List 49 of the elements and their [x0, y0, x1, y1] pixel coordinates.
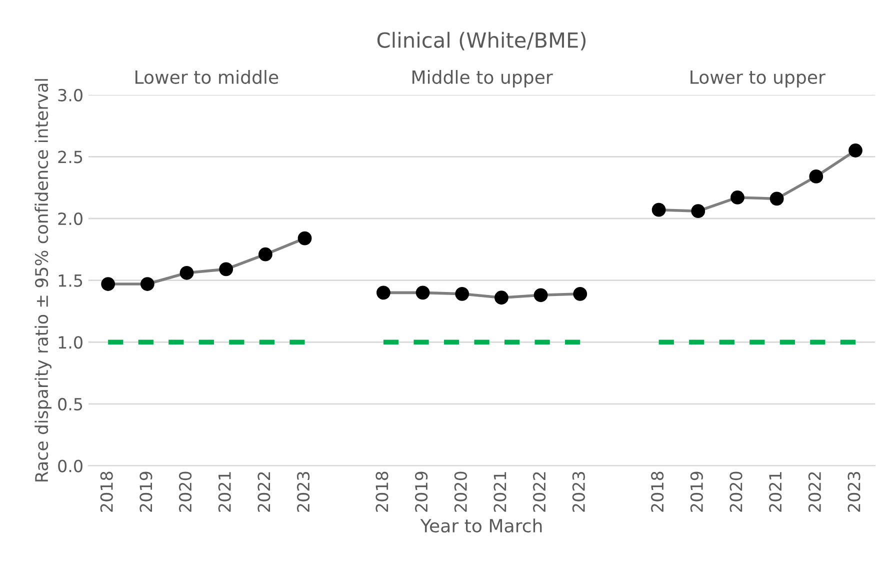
y-tick-label: 2.5	[58, 150, 82, 164]
x-tick-label: 2021	[218, 472, 231, 512]
point	[298, 231, 312, 246]
point	[848, 144, 862, 158]
point	[258, 247, 272, 262]
x-tick-label: 2018	[651, 472, 664, 512]
x-tick-label: 2021	[494, 472, 506, 512]
y-tick-label: 3.0	[58, 88, 82, 102]
text: Middle to upper	[412, 70, 553, 88]
point	[573, 286, 588, 301]
x-axis-title: Year to March	[420, 518, 542, 533]
text: Lower to middle	[136, 70, 278, 84]
y-tick-label: 0.5	[58, 398, 82, 411]
point	[140, 277, 154, 291]
x-tick-label: 2022	[808, 472, 821, 512]
x-tick-label: 2019	[690, 472, 703, 512]
x-tick-label: 2019	[415, 472, 428, 512]
x-tick-label: 2022	[533, 472, 546, 512]
x-tick-label: 2019	[140, 472, 152, 512]
point	[809, 170, 824, 184]
x-tick-label: 2020	[454, 472, 467, 512]
point	[770, 192, 784, 206]
point	[101, 277, 116, 291]
y-axis-title: Race disparity ratio ± 95% confidence interval	[34, 79, 52, 482]
x-tick-label: 2020	[178, 472, 192, 512]
y-tick-label: 1.5	[58, 274, 82, 287]
point	[494, 290, 508, 305]
point	[180, 266, 194, 280]
x-tick-label: 2023	[572, 472, 585, 512]
point	[416, 286, 430, 300]
y-tick-label: 2.0	[58, 212, 82, 226]
x-tick-label: 2018	[100, 472, 113, 512]
chart-title: Clinical (White/BME)	[377, 32, 586, 50]
x-tick-label: 2023	[296, 472, 310, 512]
point	[691, 204, 706, 218]
text: Lower to upper	[690, 70, 826, 88]
y-tick-label: 1.0	[58, 336, 82, 349]
point	[219, 262, 234, 276]
x-tick-label: 2023	[848, 472, 860, 512]
point	[652, 202, 666, 217]
x-tick-label: 2022	[258, 472, 270, 512]
x-tick-label: 2021	[769, 472, 782, 512]
y-tick-label: 0.0	[58, 460, 82, 472]
x-tick-label: 2020	[730, 472, 742, 512]
point	[730, 190, 744, 204]
point	[376, 286, 390, 300]
point	[455, 286, 470, 301]
point	[534, 288, 548, 302]
x-tick-label: 2018	[376, 472, 388, 512]
